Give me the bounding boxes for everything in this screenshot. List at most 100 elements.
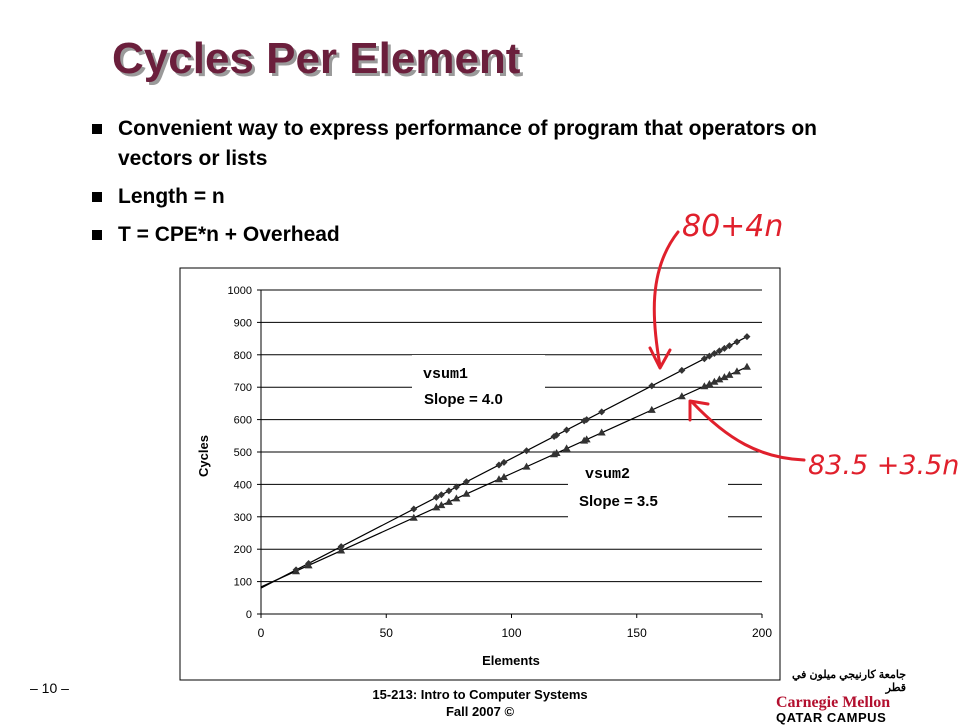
- handwritten-annotations: 80+4n 83.5 +3.5n: [648, 209, 959, 481]
- course-name: 15-213: Intro to Computer Systems: [372, 687, 588, 702]
- y-tick-label: 700: [234, 382, 252, 394]
- vsum2-marker: [437, 501, 446, 509]
- y-axis-label: Cycles: [196, 435, 211, 477]
- course-term: Fall 2007 ©: [445, 704, 515, 719]
- annotation-arrow-lower: [690, 400, 806, 462]
- vsum2-slope-label: Slope = 3.5: [579, 493, 658, 510]
- y-tick-label: 500: [234, 447, 252, 459]
- vsum2-marker: [452, 494, 461, 502]
- page-number: – 10 –: [30, 680, 69, 696]
- vsum2-marker: [337, 546, 346, 554]
- logo-arabic-text: جامعة كارنيجي ميلون في قطر: [791, 669, 906, 694]
- y-tick-label: 400: [234, 479, 252, 491]
- vsum2-marker: [720, 373, 729, 381]
- y-tick-label: 800: [234, 350, 252, 362]
- vsum2-marker: [494, 475, 503, 483]
- vsum1-marker: [598, 408, 606, 416]
- y-tick-label: 200: [234, 544, 252, 556]
- vsum1-marker: [715, 347, 723, 355]
- logo-carnegie-mellon: Carnegie Mellon: [776, 694, 891, 711]
- vsum2-marker: [444, 497, 453, 505]
- y-tick-label: 0: [246, 609, 252, 621]
- square-bullet-icon: [92, 230, 102, 240]
- vsum1-label-box: [412, 355, 545, 413]
- vsum1-marker: [432, 493, 440, 501]
- vsum1-marker: [710, 350, 718, 358]
- vsum2-marker: [582, 435, 591, 443]
- vsum1-marker: [705, 352, 713, 360]
- bullet-list: Convenient way to express performance of…: [92, 114, 872, 258]
- vsum1-marker: [553, 431, 561, 439]
- x-tick-label: 150: [627, 626, 647, 640]
- logo-qatar-campus: QATAR CAMPUS: [776, 710, 887, 725]
- data-markers: [292, 333, 751, 575]
- bullet-item: Convenient way to express performance of…: [92, 114, 872, 174]
- x-axis-label: Elements: [482, 653, 540, 668]
- vsum2-marker: [304, 561, 313, 569]
- vsum1-marker: [583, 416, 591, 424]
- vsum2-marker: [647, 405, 656, 413]
- vsum2-marker: [732, 367, 741, 375]
- vsum2-marker: [499, 472, 508, 480]
- vsum1-marker: [700, 355, 708, 363]
- x-tick-label: 100: [501, 626, 521, 640]
- vsum1-marker: [445, 487, 453, 495]
- vsum1-marker: [725, 342, 733, 350]
- bullet-text: T = CPE*n + Overhead: [118, 223, 340, 246]
- x-tick-label: 200: [752, 626, 772, 640]
- vsum1-marker: [523, 447, 531, 455]
- vsum1-marker: [733, 338, 741, 346]
- y-tick-label: 300: [234, 512, 252, 524]
- vsum1-marker: [678, 366, 686, 374]
- vsum1-marker: [495, 461, 503, 469]
- vsum2-marker: [409, 513, 418, 521]
- y-tick-label: 100: [234, 577, 252, 589]
- annotation-arrow-upper: [652, 230, 680, 368]
- vsum2-marker: [292, 567, 301, 575]
- annotation-lower: 83.5 +3.5n: [808, 450, 959, 481]
- vsum1-marker: [462, 478, 470, 486]
- vsum1-marker: [720, 344, 728, 352]
- vsum1-marker: [563, 426, 571, 434]
- axes: [257, 289, 763, 618]
- tick-labels: 0 100 200 300 400 500 600 700 800 900 1000 0 50 100 15…: [228, 285, 773, 640]
- vsum2-marker: [432, 503, 441, 511]
- bullet-text: Length = n: [118, 185, 225, 208]
- vsum2-series-name: vsum2: [585, 466, 630, 483]
- vsum2-marker: [562, 444, 571, 452]
- vsum1-marker: [648, 382, 656, 390]
- y-tick-label: 900: [234, 317, 252, 329]
- arrow-head-icon: [648, 346, 672, 370]
- annotation-upper: 80+4n: [682, 209, 783, 244]
- footer-course: 15-213: Intro to Computer Systems Fall 2…: [0, 686, 960, 720]
- vsum2-marker: [715, 375, 724, 383]
- vsum2-marker: [597, 428, 606, 436]
- bullet-text: Convenient way to express performance of…: [118, 117, 817, 170]
- y-tick-label: 600: [234, 415, 252, 427]
- vsum2-marker: [462, 489, 471, 497]
- vsum2-marker: [700, 382, 709, 390]
- university-logo: جامعة كارنيجي ميلون في قطر Carnegie Mell…: [776, 668, 926, 725]
- vsum2-marker: [677, 392, 686, 400]
- y-tick-label: 1000: [228, 285, 252, 297]
- vsum1-marker: [452, 483, 460, 491]
- vsum2-marker: [742, 362, 751, 370]
- square-bullet-icon: [92, 192, 102, 202]
- vsum1-marker: [437, 491, 445, 499]
- slide-title: Cycles Per Element: [112, 34, 521, 83]
- vsum1-marker: [743, 333, 751, 341]
- arrow-head-icon: [688, 399, 710, 422]
- square-bullet-icon: [92, 124, 102, 134]
- vsum2-marker: [710, 377, 719, 385]
- bullet-item: Length = n: [92, 182, 872, 212]
- vsum1-series-name: vsum1: [423, 366, 468, 383]
- vsum1-marker: [410, 505, 418, 513]
- vsum1-slope-label: Slope = 4.0: [424, 391, 503, 408]
- x-tick-label: 0: [258, 626, 265, 640]
- vsum2-marker: [552, 448, 561, 456]
- vsum2-marker: [705, 379, 714, 387]
- x-tick-label: 50: [380, 626, 394, 640]
- vsum2-marker: [725, 370, 734, 378]
- vsum2-label-box: [568, 462, 728, 518]
